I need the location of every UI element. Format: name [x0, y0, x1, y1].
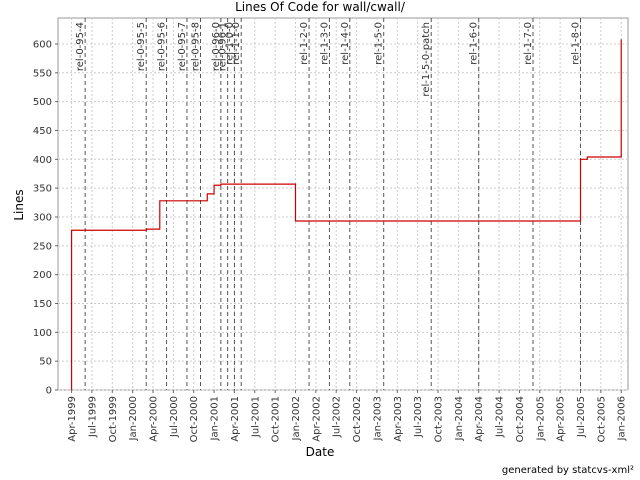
x-tick-label: Jan-2006	[617, 396, 628, 441]
release-label: rel-1-6-0	[469, 22, 480, 65]
x-tick-label: Oct-2000	[189, 396, 200, 442]
x-tick-label: Jan-2001	[210, 396, 221, 441]
x-tick-label: Oct-2003	[434, 396, 445, 442]
release-label: rel-1-5-0-patch	[421, 22, 432, 97]
x-tick-label: Oct-2004	[515, 396, 526, 442]
x-tick-label: Apr-2000	[149, 396, 160, 442]
x-tick-label: Jan-2004	[454, 396, 465, 441]
x-tick-label: Jul-2002	[332, 396, 343, 438]
y-tick-label: 100	[33, 328, 52, 339]
x-tick-label: Jul-2003	[413, 396, 424, 438]
x-tick-label: Jan-2005	[535, 396, 546, 441]
x-tick-label: Oct-2001	[271, 396, 282, 442]
x-tick-label: Jan-2002	[291, 396, 302, 441]
release-label: rel-1-2-0	[299, 22, 310, 65]
series-line	[70, 39, 622, 390]
y-tick-label: 150	[33, 299, 52, 310]
x-tick-label: Jul-2004	[495, 396, 506, 438]
release-label: rel-0-95-8	[191, 22, 202, 71]
x-tick-label: Apr-2004	[474, 396, 485, 442]
y-axis-label: Lines	[12, 189, 26, 220]
x-tick-label: Apr-2001	[230, 396, 241, 442]
x-tick-label: Oct-2005	[596, 396, 607, 442]
release-label: rel-1-1-0	[231, 22, 242, 65]
release-label: rel-0-95-7	[177, 22, 188, 71]
x-tick-label: Oct-1999	[108, 396, 119, 442]
release-label: rel-0-96-0	[211, 22, 222, 71]
y-tick-label: 550	[33, 68, 52, 79]
release-label: rel-1-7-0	[523, 22, 534, 65]
x-axis-label: Date	[306, 445, 335, 459]
y-tick-label: 300	[33, 212, 52, 223]
x-tick-label: Oct-2002	[352, 396, 363, 442]
x-tick-label: Apr-2003	[393, 396, 404, 442]
y-tick-label: 450	[33, 126, 52, 137]
y-tick-label: 0	[46, 386, 52, 397]
release-label: rel-0-95-4	[75, 22, 86, 71]
y-tick-label: 200	[33, 270, 52, 281]
release-label: rel-1-8-0	[571, 22, 582, 65]
x-tick-label: Jan-2003	[372, 396, 383, 441]
release-label: rel-1-3-0	[319, 22, 330, 65]
x-tick-label: Jul-1999	[87, 396, 98, 438]
release-label: rel-1-5-0	[374, 22, 385, 65]
plot-area	[57, 17, 629, 391]
x-tick-label: Jul-2000	[169, 396, 180, 438]
y-tick-label: 50	[39, 357, 52, 368]
x-tick-label: Jul-2001	[250, 396, 261, 438]
release-label: rel-0-95-6	[157, 22, 168, 71]
release-label: rel-1-4-0	[340, 22, 351, 65]
y-tick-label: 600	[33, 39, 52, 50]
y-tick-label: 250	[33, 241, 52, 252]
y-tick-label: 400	[33, 155, 52, 166]
x-tick-label: Apr-1999	[67, 396, 78, 442]
x-tick-label: Jan-2000	[128, 396, 139, 441]
chart-title: Lines Of Code for wall/cwall/	[235, 0, 406, 14]
release-label: rel-0-96-1	[218, 22, 229, 71]
footer: generated by statcvs-xml²	[502, 465, 634, 476]
x-tick-label: Jul-2005	[576, 396, 587, 438]
x-tick-label: Apr-2002	[311, 396, 322, 442]
y-tick-label: 500	[33, 97, 52, 108]
y-tick-label: 350	[33, 184, 52, 195]
release-label: rel-1-0-0	[224, 22, 235, 65]
x-tick-label: Apr-2005	[556, 396, 567, 442]
release-label: rel-0-95-5	[136, 22, 147, 71]
